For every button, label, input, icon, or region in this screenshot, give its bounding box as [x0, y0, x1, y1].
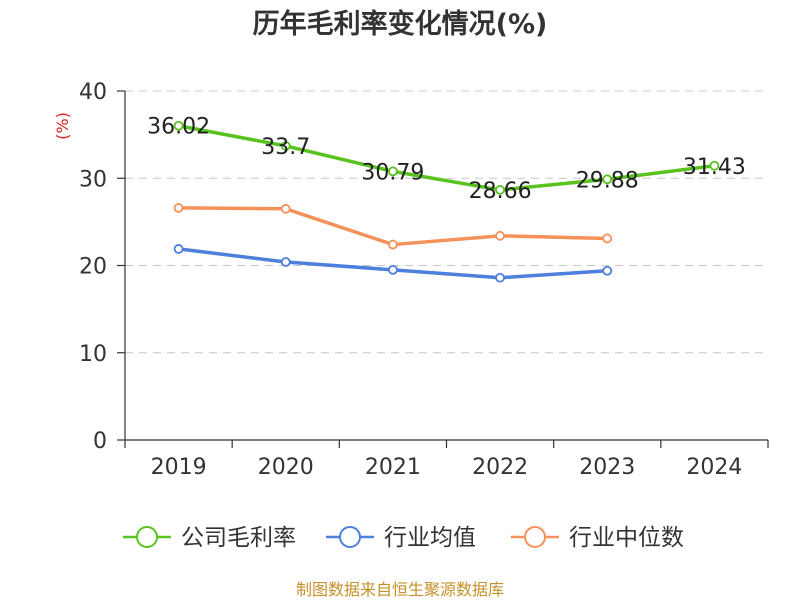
y-tick-label: 40 — [79, 80, 107, 105]
legend-label: 行业中位数 — [569, 525, 684, 551]
data-label: 36.02 — [147, 115, 210, 140]
x-tick-label: 2024 — [686, 455, 742, 480]
legend-item[interactable]: 行业中位数 — [511, 525, 684, 551]
x-axis-ticks: 2019 2020 2021 2022 2023 2024 — [124, 440, 769, 480]
data-point[interactable] — [173, 203, 184, 213]
legend[interactable]: 公司毛利率 行业均值 行业中位数 — [123, 525, 684, 551]
data-point[interactable] — [173, 244, 184, 254]
y-tick-label: 30 — [79, 167, 107, 192]
data-point[interactable] — [602, 174, 613, 185]
legend-marker — [339, 526, 361, 548]
series-layer — [173, 120, 720, 283]
series-1 — [173, 244, 613, 283]
series-line — [176, 123, 717, 192]
x-tick-label: 2023 — [579, 455, 635, 480]
legend-marker — [136, 526, 158, 548]
data-point[interactable] — [495, 230, 505, 241]
legend-item[interactable]: 公司毛利率 — [123, 525, 296, 551]
y-axis-unit: (%) — [53, 112, 72, 140]
data-point[interactable] — [280, 141, 291, 151]
data-point[interactable] — [388, 264, 398, 275]
data-point[interactable] — [495, 185, 505, 195]
data-label: 33.7 — [261, 135, 310, 160]
data-point[interactable] — [709, 160, 720, 171]
data-label: 30.79 — [361, 160, 424, 185]
source-note: 制图数据来自恒生聚源数据库 — [296, 580, 504, 599]
y-axis-ticks: 0 10 20 30 40 — [79, 80, 125, 454]
legend-marker — [524, 526, 546, 548]
data-point[interactable] — [173, 120, 184, 131]
data-label: 31.43 — [683, 155, 746, 180]
data-label: 29.88 — [576, 168, 639, 193]
legend-item[interactable]: 行业均值 — [326, 525, 476, 551]
y-tick-label: 10 — [79, 342, 107, 367]
series-line — [176, 206, 609, 247]
series-0 — [173, 120, 720, 195]
x-tick-label: 2022 — [472, 455, 528, 480]
x-tick-label: 2020 — [258, 455, 314, 480]
chart-title: 历年毛利率变化情况(%) — [253, 8, 548, 40]
data-point[interactable] — [602, 233, 613, 244]
legend-label: 公司毛利率 — [181, 525, 296, 551]
data-label: 28.66 — [469, 179, 532, 204]
data-point[interactable] — [495, 272, 505, 283]
x-tick-label: 2021 — [365, 455, 421, 480]
y-tick-label: 0 — [93, 429, 107, 454]
data-point[interactable] — [388, 239, 398, 250]
data-labels: 36.02 33.7 30.79 28.66 29.88 31.43 — [147, 115, 746, 204]
x-tick-label: 2019 — [151, 455, 207, 480]
data-point[interactable] — [602, 265, 613, 276]
data-point[interactable] — [280, 257, 291, 267]
data-point[interactable] — [280, 203, 291, 214]
data-point[interactable] — [388, 166, 398, 177]
gridlines — [125, 90, 768, 354]
series-2 — [173, 203, 613, 250]
legend-label: 行业均值 — [384, 525, 476, 551]
y-tick-label: 20 — [79, 255, 107, 280]
